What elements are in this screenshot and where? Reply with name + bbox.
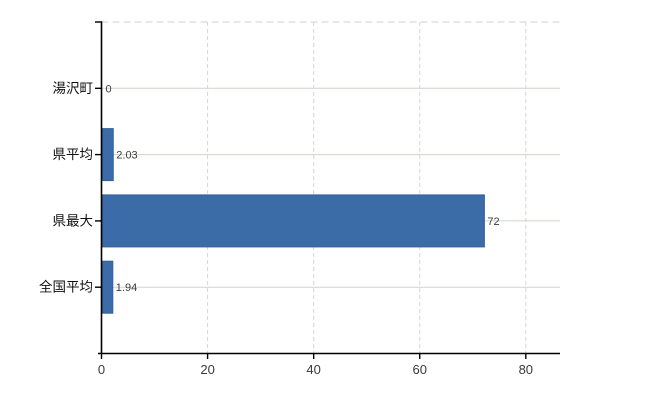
x-tick-label: 40: [306, 362, 320, 377]
bar-全国平均: [102, 260, 114, 314]
x-tick-label: 80: [519, 362, 533, 377]
category-label: 県最大: [53, 213, 94, 228]
value-label: 2.03: [116, 150, 137, 162]
x-tick-label: 20: [200, 362, 214, 377]
bar-県最大: [102, 194, 485, 248]
x-tick-label: 60: [413, 362, 427, 377]
category-label: 全国平均: [39, 279, 93, 295]
x-tick-label: 0: [98, 362, 105, 377]
value-label: 1.94: [116, 282, 137, 294]
category-label: 県平均: [53, 147, 94, 162]
value-label: 0: [106, 83, 112, 95]
value-label: 72: [487, 216, 499, 228]
bar-県平均: [102, 128, 114, 182]
category-label: 湯沢町: [53, 80, 94, 96]
